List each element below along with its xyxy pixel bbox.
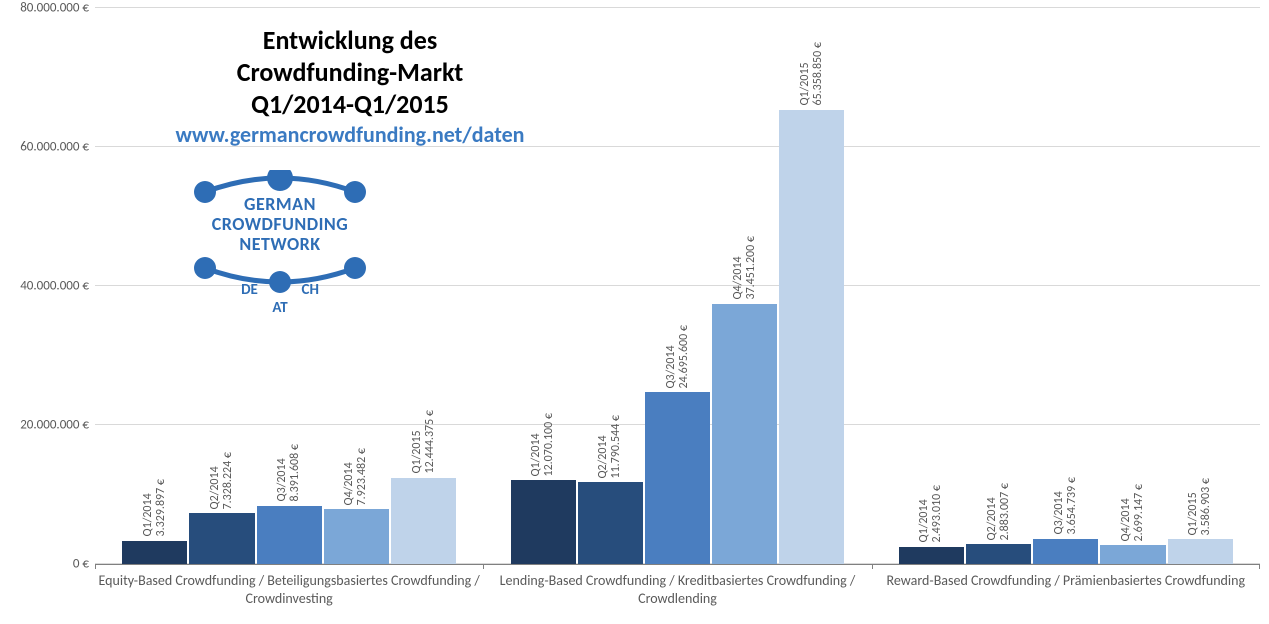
bar xyxy=(122,541,187,564)
bar-value-label: Q4/201437.451.200 € xyxy=(732,236,758,300)
bar xyxy=(324,509,389,564)
bar xyxy=(966,544,1031,564)
chart-title-block: Entwicklung des Crowdfunding-Markt Q1/20… xyxy=(135,24,565,150)
bar xyxy=(645,392,710,564)
gcn-logo: GERMAN CROWDFUNDING NETWORK DE CH AT xyxy=(175,170,385,317)
bar xyxy=(511,480,576,564)
bar-value-label: Q1/20153.586.903 € xyxy=(1187,478,1213,535)
bar-value-label: Q2/20142.883.007 € xyxy=(986,483,1012,540)
x-tick xyxy=(483,564,484,569)
bar xyxy=(189,513,254,564)
bar-value-label: Q2/201411.790.544 € xyxy=(597,415,623,479)
x-axis-line xyxy=(95,564,1260,565)
y-tick-label: 20.000.000 € xyxy=(0,418,89,433)
y-tick-label: 80.000.000 € xyxy=(0,1,89,16)
bar-value-label: Q1/201412.070.100 € xyxy=(530,413,556,477)
bar-value-label: Q1/20142.493.010 € xyxy=(918,485,944,542)
bar xyxy=(391,478,456,564)
y-tick-label: 40.000.000 € xyxy=(0,279,89,294)
bar xyxy=(1168,539,1233,564)
bar xyxy=(1100,545,1165,564)
y-tick-label: 60.000.000 € xyxy=(0,140,89,155)
chart-title-line: Q1/2014-Q1/2015 xyxy=(135,88,565,120)
bar-value-label: Q2/20147.328.224 € xyxy=(209,452,235,509)
bar xyxy=(257,506,322,564)
chart-title-link[interactable]: www.germancrowdfunding.net/daten xyxy=(135,120,565,150)
y-tick-label: 0 € xyxy=(0,557,89,572)
bar xyxy=(899,547,964,564)
bar-value-label: Q1/201565.358.850 € xyxy=(799,42,825,106)
x-tick xyxy=(1259,564,1260,569)
bar-value-label: Q1/201512.444.375 € xyxy=(411,410,437,474)
bar xyxy=(578,482,643,564)
bar-value-label: Q1/20143.329.897 € xyxy=(142,479,168,536)
gridline xyxy=(95,7,1260,8)
x-tick xyxy=(95,564,96,569)
bar-value-label: Q4/20147.923.482 € xyxy=(343,448,369,505)
chart-title-line: Entwicklung des xyxy=(135,24,565,56)
gcn-logo-graphic xyxy=(175,170,385,320)
bar-value-label: Q3/20148.391.608 € xyxy=(276,444,302,501)
bar-value-label: Q4/20142.699.147 € xyxy=(1120,484,1146,541)
bar xyxy=(1033,539,1098,564)
x-tick xyxy=(872,564,873,569)
category-label: Reward-Based Crowdfunding / Prämienbasie… xyxy=(872,572,1260,590)
bar xyxy=(712,304,777,564)
bar-value-label: Q3/20143.654.739 € xyxy=(1053,477,1079,534)
category-label: Lending-Based Crowdfunding / Kreditbasie… xyxy=(483,572,871,608)
bar xyxy=(779,110,844,564)
chart-title-line: Crowdfunding-Markt xyxy=(135,56,565,88)
crowdfunding-bar-chart: 0 € 20.000.000 € 40.000.000 € 60.000.000… xyxy=(0,0,1269,624)
category-label: Equity-Based Crowdfunding / Beteiligungs… xyxy=(95,572,483,608)
bar-value-label: Q3/201424.695.600 € xyxy=(665,325,691,389)
